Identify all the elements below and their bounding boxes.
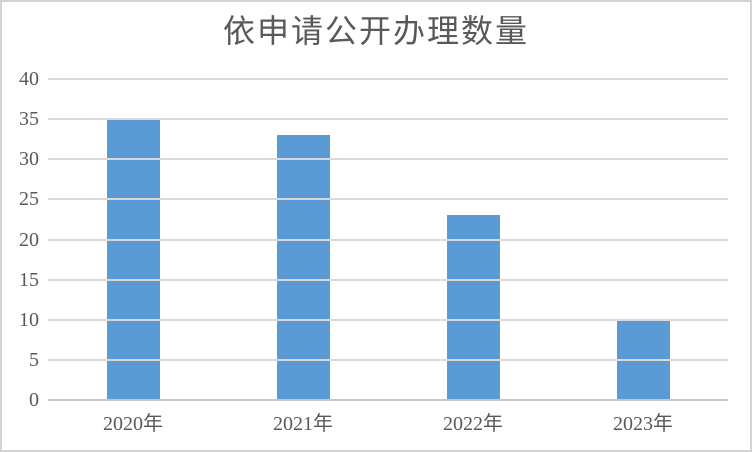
plot-area [48,78,728,401]
y-axis: 0 5 10 15 20 25 30 35 40 [2,68,42,411]
gridline-10 [48,318,728,321]
x-axis-label-2021年: 2021年 [273,413,333,435]
y-axis-tick-label-25: 25 [19,188,39,211]
y-axis-tick-label-20: 20 [19,228,39,251]
gridline-15 [48,278,728,281]
y-axis-tick-label-0: 0 [29,389,39,411]
y-axis-tick-label-35: 35 [19,108,39,131]
gridline-25 [48,198,728,201]
bars-row [48,79,728,400]
y-axis-tick-label-30: 30 [19,148,39,171]
gridline-30 [48,158,728,161]
chart-title: 依申请公开办理数量 [222,13,529,49]
gridline-20 [48,238,728,241]
x-axis-label-2022年: 2022年 [443,413,503,435]
gridline-35 [48,118,728,121]
x-axis-label-2023年: 2023年 [613,413,673,435]
bar-2022年 [446,215,500,400]
bar-slot-2021年 [218,79,388,400]
x-axis: 2020年 2021年 2022年 2023年 [48,400,728,436]
x-axis-line [48,399,728,401]
y-axis-tick-label-15: 15 [19,268,39,291]
bar-2021年 [276,135,330,400]
gridline-40 [48,78,728,80]
y-axis-tick-label-10: 10 [19,308,39,331]
y-axis-tick-label-5: 5 [29,348,39,371]
bar-slot-2020年 [48,79,218,400]
bar-2020年 [106,119,160,400]
gridline-5 [48,358,728,361]
x-axis-label-2020年: 2020年 [103,413,163,435]
bar-slot-2022年 [388,79,558,400]
y-axis-tick-label-40: 40 [19,68,39,90]
